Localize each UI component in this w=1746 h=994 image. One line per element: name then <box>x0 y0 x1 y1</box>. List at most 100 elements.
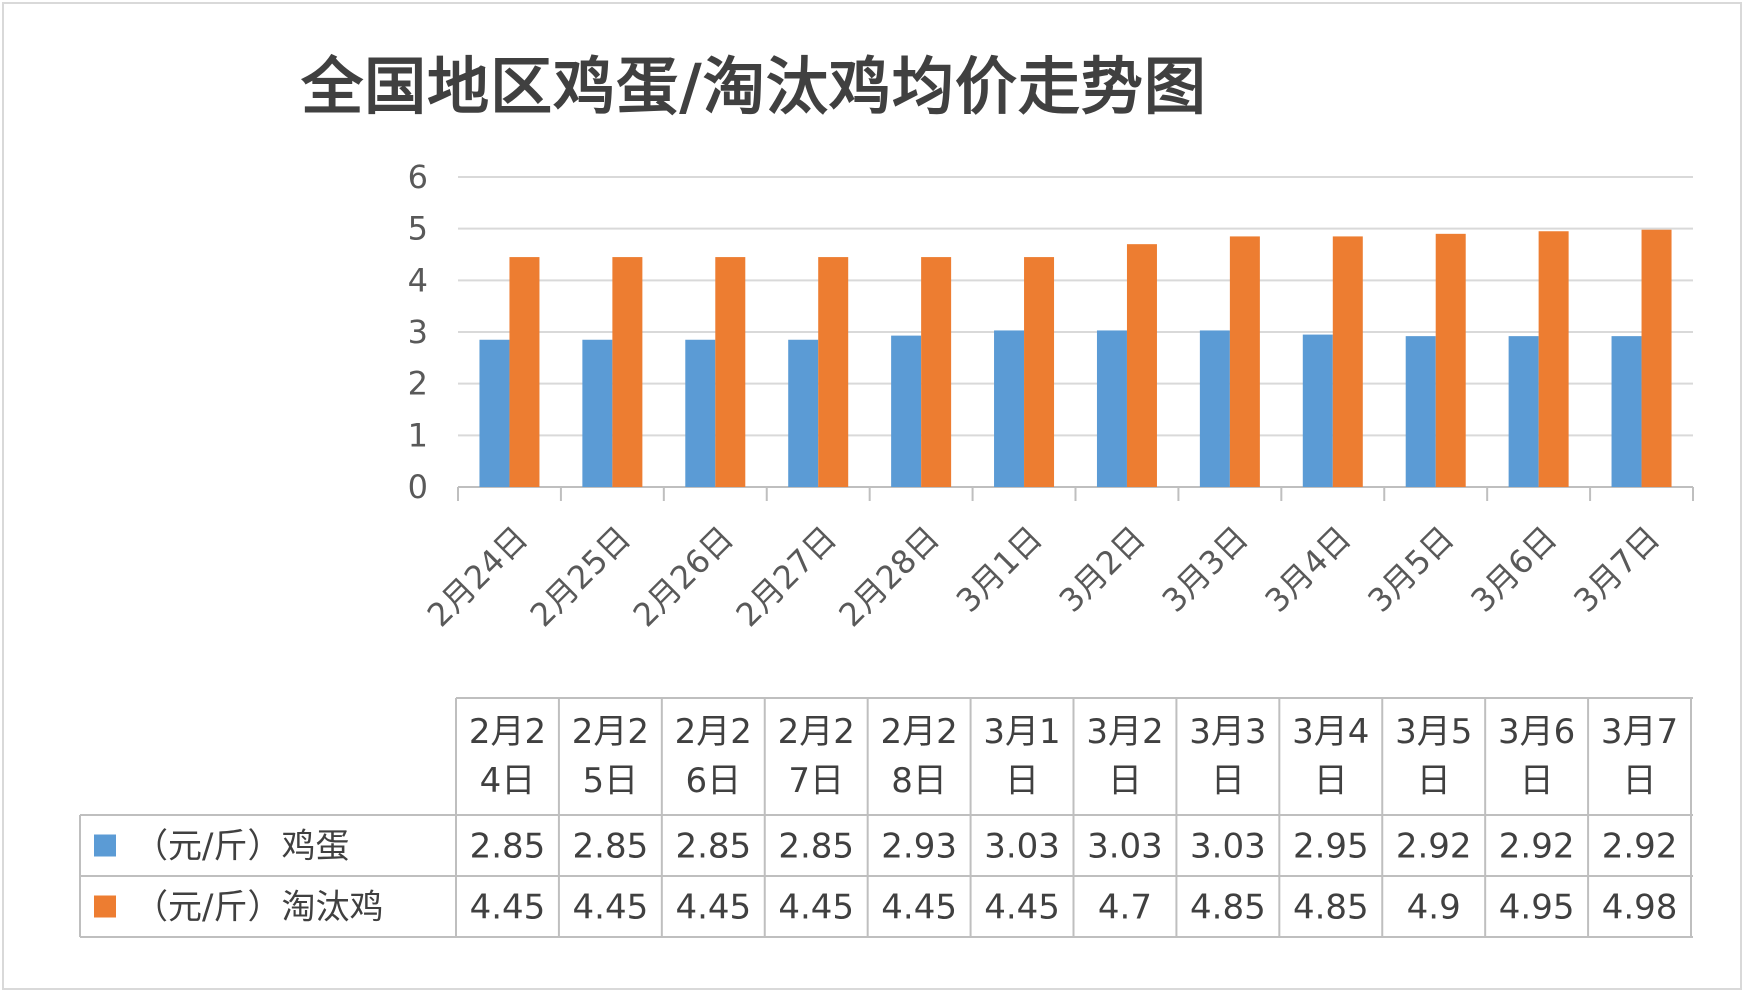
bar <box>1229 236 1260 487</box>
x-tick-label: 2月24日 <box>420 519 535 634</box>
table-value-cell: 2.85 <box>778 827 854 867</box>
table-header-line: 日 <box>1520 761 1554 801</box>
legend-swatch <box>94 895 116 918</box>
y-tick-label: 5 <box>408 210 428 248</box>
legend-series-name: （元/斤）淘汰鸡 <box>134 888 383 928</box>
x-tick-label: 3月4日 <box>1258 519 1359 620</box>
y-tick-label: 6 <box>408 158 428 196</box>
table-value-cell: 4.98 <box>1602 888 1678 928</box>
bar <box>612 257 643 487</box>
bar <box>509 257 540 487</box>
table-value-cell: 4.85 <box>1190 888 1266 928</box>
x-tick-label: 3月1日 <box>949 519 1050 620</box>
table-value-cell: 2.95 <box>1293 827 1369 867</box>
table-header-line: 5日 <box>583 761 639 801</box>
table-value-cell: 2.92 <box>1499 827 1575 867</box>
table-header-line: 3月2 <box>1086 712 1163 752</box>
table-value-cell: 2.85 <box>675 827 751 867</box>
bar <box>479 339 510 487</box>
x-tick-label: 2月25日 <box>523 519 638 634</box>
y-tick-label: 2 <box>408 365 428 403</box>
bar <box>1611 336 1642 487</box>
table-value-cell: 4.45 <box>675 888 751 928</box>
bar <box>1096 330 1127 487</box>
legend-series-name: （元/斤）鸡蛋 <box>134 827 349 867</box>
bar <box>715 257 746 487</box>
table-header-line: 3月1 <box>983 712 1060 752</box>
bar <box>788 339 819 487</box>
table-value-cell: 4.85 <box>1293 888 1369 928</box>
table-header-line: 日 <box>1417 761 1451 801</box>
x-tick-label: 2月27日 <box>729 519 844 634</box>
table-header-line: 6日 <box>685 761 741 801</box>
y-tick-label: 4 <box>408 261 428 299</box>
bar <box>1126 244 1157 487</box>
table-value-cell: 4.45 <box>984 888 1060 928</box>
table-value-cell: 2.85 <box>573 827 649 867</box>
x-tick-label: 2月26日 <box>626 519 741 634</box>
bar <box>1435 233 1466 487</box>
bar <box>1508 336 1539 487</box>
table-header-line: 7日 <box>788 761 844 801</box>
table-header-line: 日 <box>1005 761 1039 801</box>
table-header-line: 3月7 <box>1601 712 1678 752</box>
bars <box>479 229 1672 487</box>
bar <box>994 330 1025 487</box>
x-tick-label: 3月3日 <box>1155 519 1256 620</box>
table-header-line: 2月2 <box>469 712 546 752</box>
table-value-cell: 4.95 <box>1499 888 1575 928</box>
table-value-cell: 2.92 <box>1396 827 1472 867</box>
bar <box>685 339 716 487</box>
legend-swatch <box>94 834 116 857</box>
x-tick-label: 3月2日 <box>1052 519 1153 620</box>
table-value-cell: 4.45 <box>470 888 546 928</box>
table-value-cell: 4.9 <box>1407 888 1461 928</box>
y-tick-label: 3 <box>408 313 428 351</box>
table-header-line: 2月2 <box>880 712 957 752</box>
table-header-line: 日 <box>1623 761 1657 801</box>
x-tick-label: 3月6日 <box>1463 519 1564 620</box>
table-header-line: 2月2 <box>778 712 855 752</box>
table-header-line: 2月2 <box>675 712 752 752</box>
data-table: 2月2 4日 2月2 5日 2月2 6日 2月2 7日 2月2 8日 3月1 日 3月2 日 3月3 日 3月4… <box>79 697 1693 938</box>
gridlines <box>457 176 1694 501</box>
bar <box>891 335 922 487</box>
table-value-cell: 4.45 <box>881 888 957 928</box>
x-tick-label: 2月28日 <box>831 519 946 634</box>
bar <box>1199 330 1230 487</box>
table-value-cell: 4.45 <box>573 888 649 928</box>
table-header-line: 3月3 <box>1189 712 1266 752</box>
table-value-cell: 3.03 <box>984 827 1060 867</box>
bar <box>1332 236 1363 487</box>
table-header-line: 4日 <box>480 761 536 801</box>
y-tick-label: 1 <box>408 416 428 454</box>
table-value-cell: 3.03 <box>1190 827 1266 867</box>
bar <box>582 339 613 487</box>
bar <box>1024 257 1055 487</box>
bar <box>1641 229 1672 487</box>
bar <box>1538 231 1569 487</box>
bar <box>1405 336 1436 487</box>
table-header-line: 3月6 <box>1498 712 1575 752</box>
y-axis: 0 1 2 3 4 5 6 <box>408 158 428 506</box>
x-tick-label: 3月7日 <box>1566 519 1667 620</box>
chart-title: 全国地区鸡蛋/淘汰鸡均价走势图 <box>301 50 1207 123</box>
table-header-line: 8日 <box>891 761 947 801</box>
table-value-cell: 2.93 <box>881 827 957 867</box>
table-header-line: 日 <box>1108 761 1142 801</box>
x-tick-label: 3月5日 <box>1360 519 1461 620</box>
bar <box>921 257 952 487</box>
table-header-line: 3月4 <box>1292 712 1369 752</box>
y-tick-label: 0 <box>408 468 428 506</box>
table-header-line: 2月2 <box>572 712 649 752</box>
bar <box>1302 334 1333 487</box>
table-header-line: 3月5 <box>1395 712 1472 752</box>
table-value-cell: 4.7 <box>1098 888 1152 928</box>
table-value-cell: 2.92 <box>1602 827 1678 867</box>
table-header-line: 日 <box>1314 761 1348 801</box>
table-value-cell: 2.85 <box>470 827 546 867</box>
bar <box>818 257 849 487</box>
